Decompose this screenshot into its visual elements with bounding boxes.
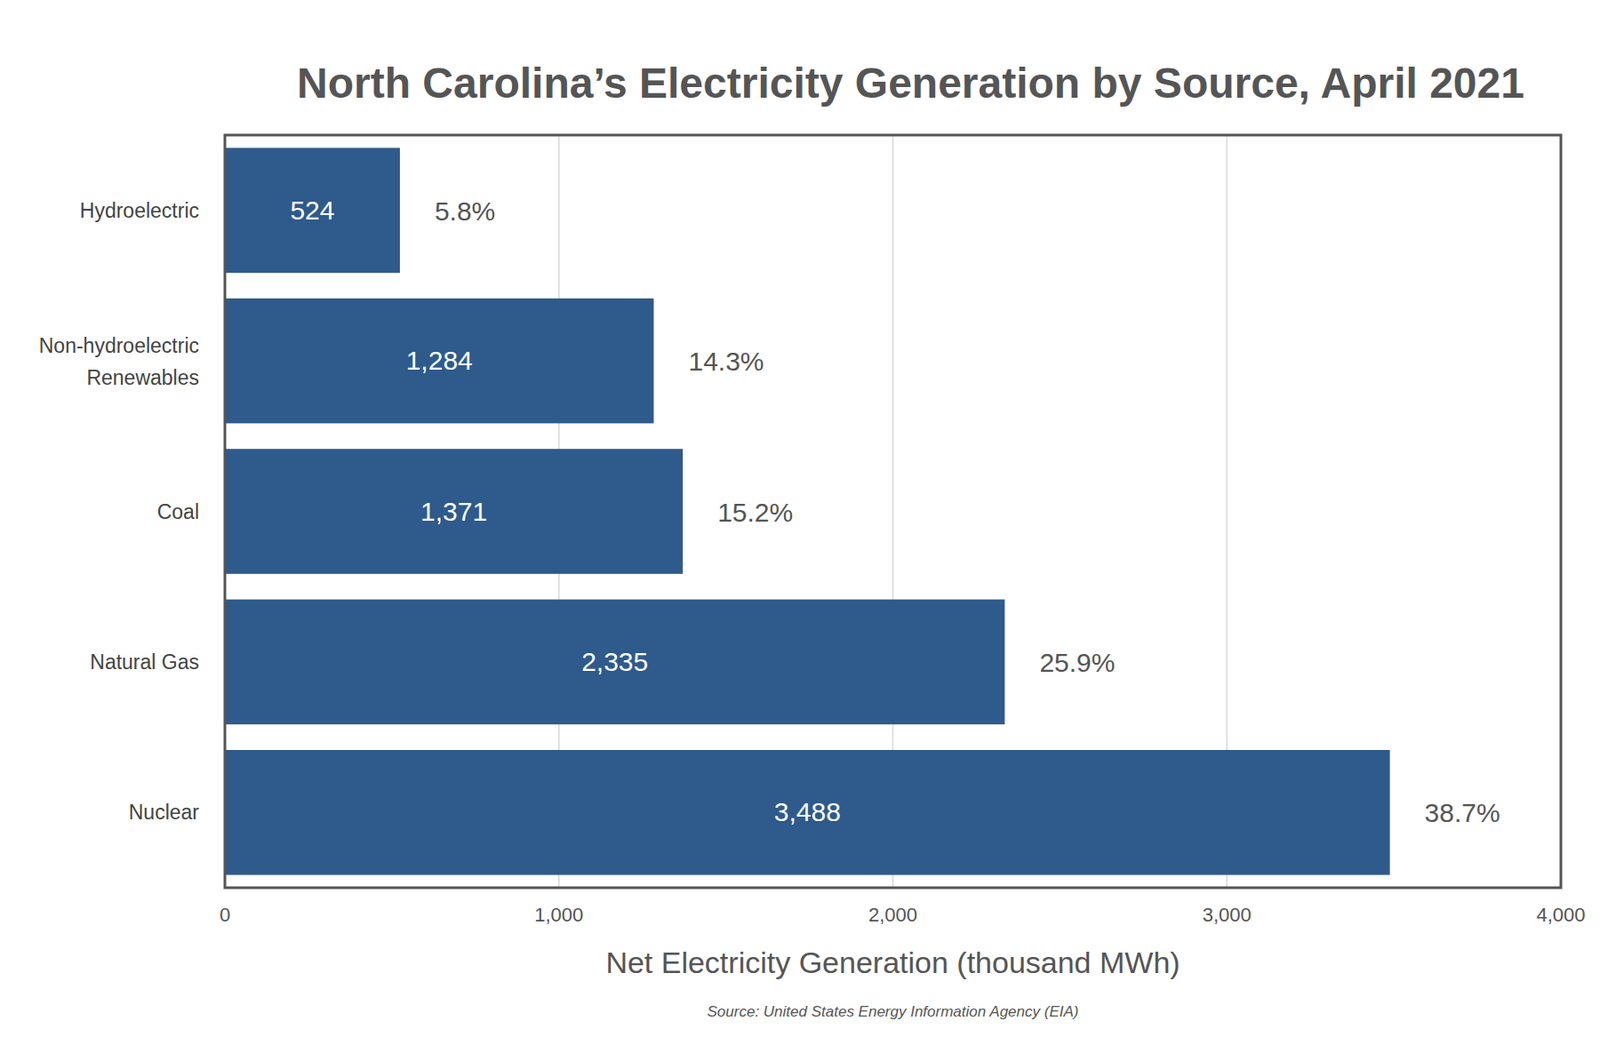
tick-label: 4,000 bbox=[1536, 904, 1585, 927]
share-label: 25.9% bbox=[1039, 648, 1115, 678]
bars bbox=[224, 147, 1391, 875]
chart-container: North Carolina’s Electricity Generation … bbox=[0, 0, 1600, 1045]
tick-label: 2,000 bbox=[868, 904, 918, 927]
category-label: Non-hydroelectric Renewables bbox=[39, 334, 200, 390]
data-label: 1,371 bbox=[420, 496, 488, 527]
category-label-line: Coal bbox=[157, 500, 200, 524]
category-label: Nuclear bbox=[128, 800, 200, 824]
bar bbox=[224, 448, 683, 575]
category-label-line: Hydroelectric bbox=[80, 199, 200, 223]
share-label: 38.7% bbox=[1424, 798, 1501, 828]
labels: Hydroelectric 524 5.8% Non-hydroelectric Ren… bbox=[39, 195, 1501, 829]
title: North Carolina’s Electricity Generation … bbox=[296, 59, 1525, 107]
category-label: Coal bbox=[157, 500, 200, 524]
share-label: 15.2% bbox=[717, 497, 793, 528]
share-label: 5.8% bbox=[434, 196, 496, 226]
bar bbox=[224, 750, 1391, 876]
category-label-line: Non-hydroelectric bbox=[39, 334, 200, 358]
category-label-line: Nuclear bbox=[128, 800, 200, 824]
tick-label: 1,000 bbox=[534, 904, 584, 927]
source: Source: United States Energy Information… bbox=[707, 1003, 1080, 1021]
data-label: 524 bbox=[289, 195, 335, 225]
data-label: 2,335 bbox=[581, 647, 648, 677]
share-label: 14.3% bbox=[688, 346, 764, 376]
x-axis-label: Net Electricity Generation (thousand MWh… bbox=[605, 945, 1180, 980]
data-label: 3,488 bbox=[774, 797, 841, 827]
category-label-line: Natural Gas bbox=[89, 650, 200, 674]
chart-svg: North Carolina’s Electricity Generation … bbox=[0, 0, 1600, 1045]
category-label: Natural Gas bbox=[89, 650, 200, 674]
tick-label: 3,000 bbox=[1202, 904, 1252, 927]
data-label: 1,284 bbox=[406, 345, 473, 376]
bar bbox=[224, 600, 1005, 726]
category-label-line: Renewables bbox=[86, 366, 200, 390]
bar bbox=[224, 298, 654, 424]
bar bbox=[224, 147, 400, 273]
category-label: Hydroelectric bbox=[80, 199, 200, 223]
plot-frame bbox=[224, 135, 1561, 888]
tick-label: 0 bbox=[219, 904, 231, 927]
